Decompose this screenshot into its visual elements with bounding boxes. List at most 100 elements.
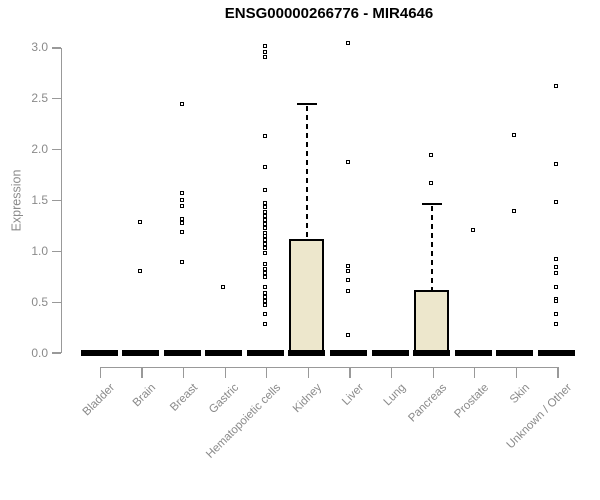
outlier-point xyxy=(262,165,267,170)
outlier-point xyxy=(138,220,143,225)
outlier-point xyxy=(553,322,558,327)
box-median-line xyxy=(413,350,451,356)
x-tick xyxy=(557,367,559,378)
outlier-point xyxy=(346,160,351,165)
outlier-point xyxy=(262,250,267,255)
outlier-point xyxy=(262,201,267,206)
outlier-point xyxy=(138,269,143,274)
outlier-point xyxy=(512,209,517,214)
outlier-point xyxy=(262,214,267,219)
x-tick xyxy=(224,367,226,378)
outlier-point xyxy=(179,197,184,202)
x-tick xyxy=(141,367,143,378)
outlier-point xyxy=(346,289,351,294)
outlier-point xyxy=(179,217,184,222)
outlier-point xyxy=(262,241,267,246)
box xyxy=(414,289,450,356)
outlier-point xyxy=(262,133,267,138)
y-tick-label: 2.5 xyxy=(31,91,48,106)
outlier-point xyxy=(179,204,184,209)
outlier-point xyxy=(262,222,267,227)
outlier-point xyxy=(262,226,267,231)
x-tick xyxy=(266,367,268,378)
outlier-point xyxy=(262,54,267,59)
y-axis-line xyxy=(61,48,63,353)
x-axis-line xyxy=(100,367,558,369)
outlier-point xyxy=(262,302,267,307)
outlier-point xyxy=(262,245,267,250)
box-median-line xyxy=(163,350,201,356)
box-median-line xyxy=(246,350,284,356)
y-tick-label: 0.5 xyxy=(31,294,48,309)
y-tick xyxy=(52,352,61,354)
y-tick xyxy=(52,199,61,202)
x-tick xyxy=(391,367,393,378)
outlier-point xyxy=(262,237,267,242)
outlier-point xyxy=(553,285,558,290)
outlier-point xyxy=(262,271,267,276)
whisker xyxy=(430,205,433,290)
box-median-line xyxy=(537,350,575,356)
outlier-point xyxy=(179,102,184,107)
outlier-point xyxy=(553,265,558,270)
outlier-point xyxy=(346,278,351,283)
y-tick xyxy=(52,98,61,100)
box xyxy=(289,239,325,356)
outlier-point xyxy=(262,44,267,49)
outlier-point xyxy=(512,132,517,137)
outlier-point xyxy=(262,290,267,295)
outlier-point xyxy=(470,228,475,233)
outlier-point xyxy=(262,298,267,303)
outlier-point xyxy=(553,84,558,89)
outlier-point xyxy=(262,322,267,327)
x-tick xyxy=(515,367,517,378)
outlier-point xyxy=(262,233,267,238)
outlier-point xyxy=(429,153,434,158)
outlier-point xyxy=(179,260,184,264)
outlier-point xyxy=(553,271,558,276)
y-tick-label: 3.0 xyxy=(31,40,48,55)
outlier-point xyxy=(262,205,267,210)
outlier-point xyxy=(553,298,558,303)
box-median-line xyxy=(122,350,160,356)
outlier-point xyxy=(262,262,267,267)
y-tick xyxy=(52,149,61,151)
outlier-point xyxy=(346,269,351,274)
box-median-line xyxy=(371,350,409,356)
y-tick-label: 1.0 xyxy=(31,243,48,258)
outlier-point xyxy=(553,162,558,167)
box-median-line xyxy=(330,350,368,356)
outlier-point xyxy=(346,264,351,269)
y-tick-label: 2.0 xyxy=(31,142,48,157)
outlier-point xyxy=(553,311,558,316)
x-tick xyxy=(183,367,185,378)
y-tick xyxy=(52,250,61,252)
y-tick xyxy=(52,301,61,303)
x-tick xyxy=(474,367,476,378)
outlier-point xyxy=(262,275,267,280)
outlier-point xyxy=(179,221,184,226)
outlier-point xyxy=(221,285,226,290)
outlier-point xyxy=(262,187,267,192)
whisker-cap xyxy=(421,202,442,206)
outlier-point xyxy=(179,229,184,234)
whisker-cap xyxy=(296,102,317,106)
box-median-line xyxy=(496,350,534,356)
outlier-point xyxy=(262,267,267,272)
x-tick xyxy=(432,367,434,378)
chart-title: ENSG00000266776 - MIR4646 xyxy=(224,5,434,22)
y-tick-label: 0.0 xyxy=(31,345,48,360)
outlier-point xyxy=(346,333,351,338)
outlier-point xyxy=(262,210,267,215)
outlier-point xyxy=(262,49,267,54)
whisker xyxy=(305,105,308,240)
box-median-line xyxy=(80,350,118,356)
box-median-line xyxy=(205,350,243,356)
x-tick xyxy=(99,367,102,378)
box-median-line xyxy=(288,350,326,356)
y-tick-label: 1.5 xyxy=(31,192,48,207)
outlier-point xyxy=(553,256,558,261)
outlier-point xyxy=(553,200,558,205)
x-tick xyxy=(349,367,351,378)
